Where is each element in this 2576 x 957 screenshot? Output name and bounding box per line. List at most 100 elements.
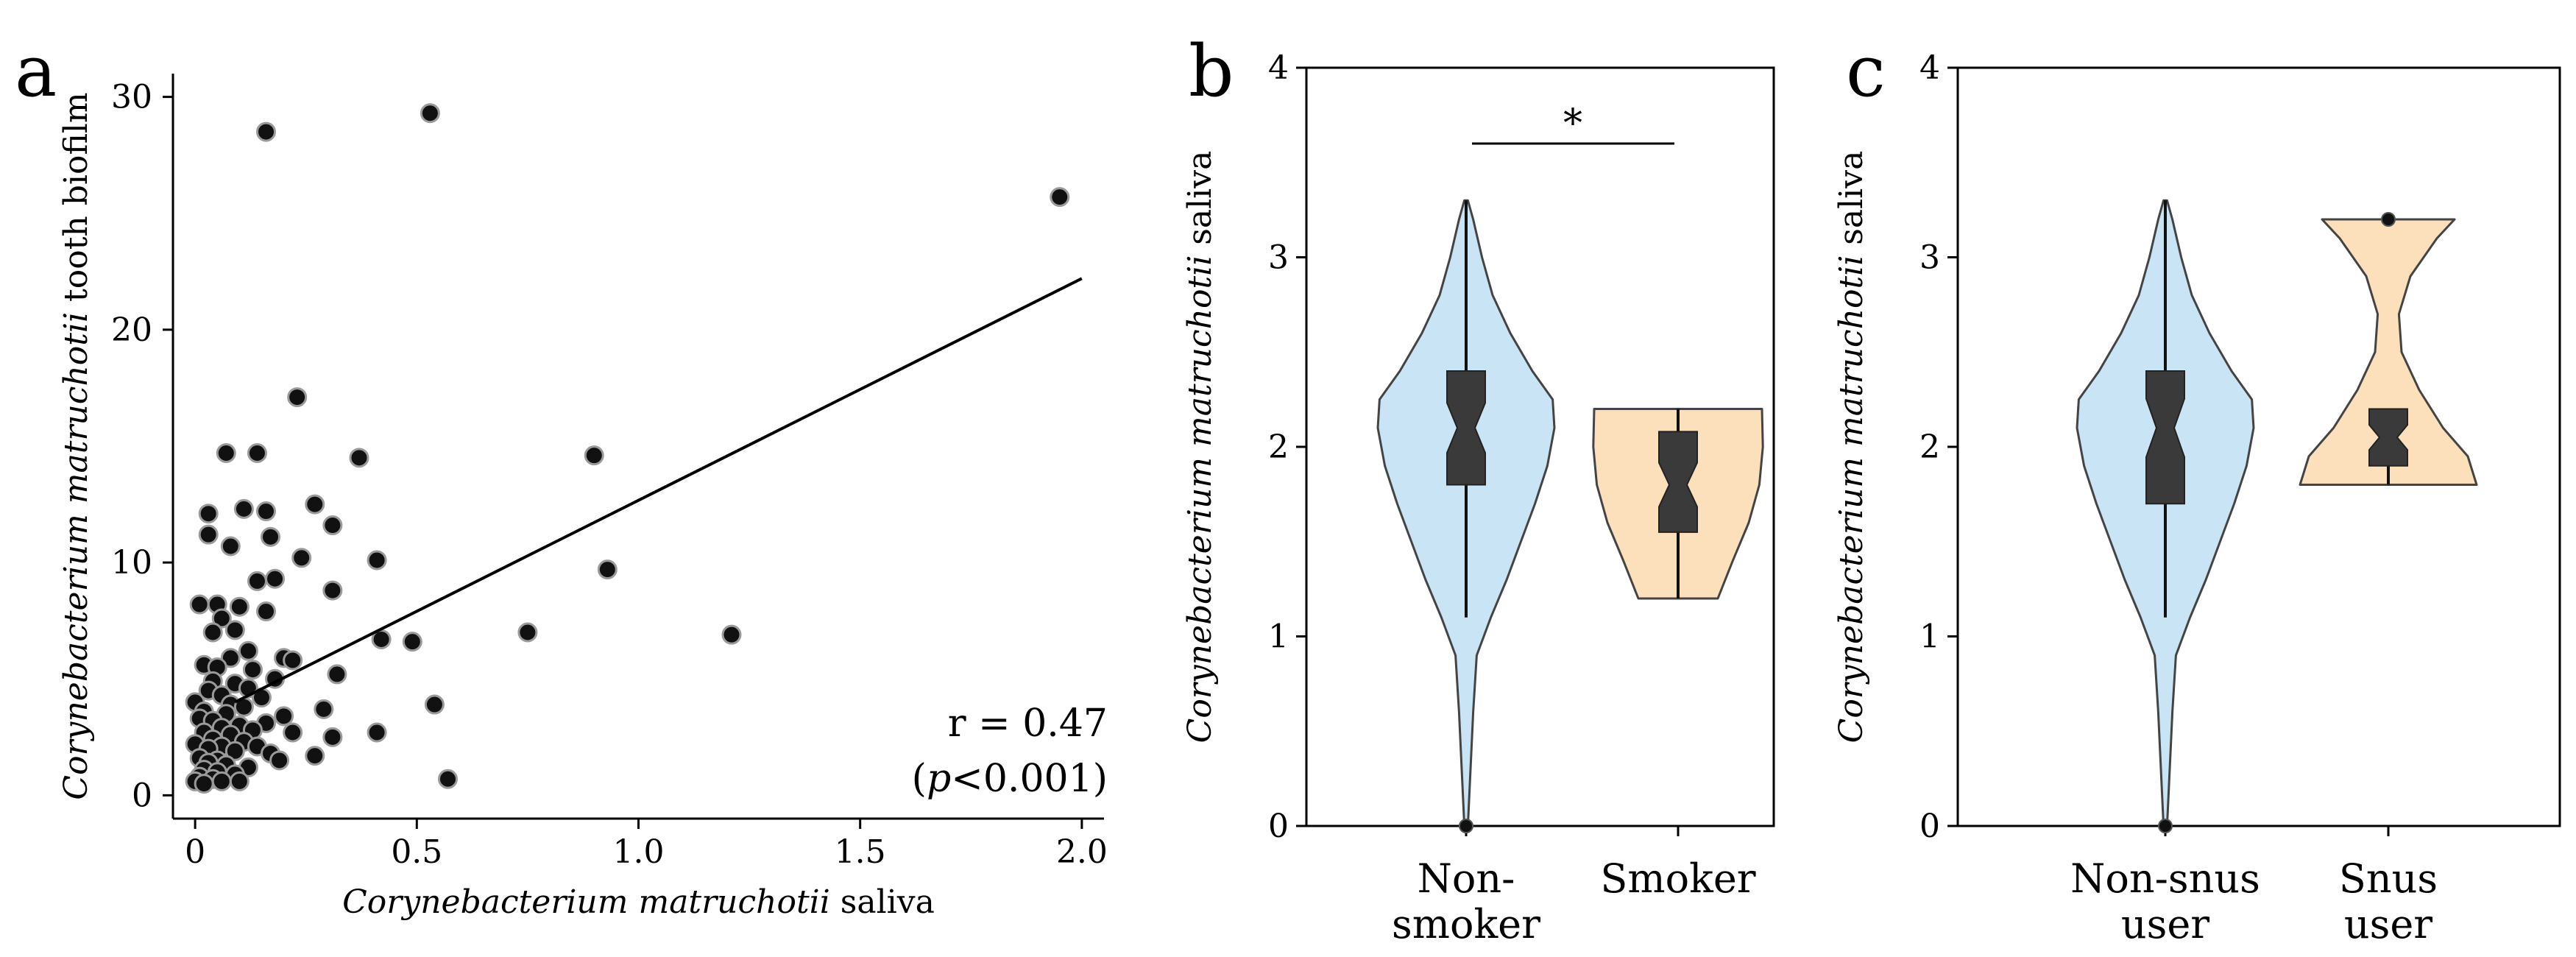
y-tick-label: 10 — [111, 544, 152, 582]
data-point — [402, 632, 422, 652]
y-tick-label: 3 — [1268, 239, 1289, 277]
data-point — [211, 771, 232, 791]
data-point — [283, 722, 303, 743]
y-axis-label: Corynebacterium matruchotii saliva — [1833, 151, 1870, 744]
y-tick-label: 4 — [1919, 49, 1940, 87]
x-tick-label: 0.5 — [391, 833, 442, 871]
data-point — [1050, 187, 1070, 208]
data-point — [224, 741, 245, 761]
data-point — [437, 769, 458, 789]
data-point — [349, 448, 369, 468]
x-tick-label: 2.0 — [1056, 833, 1108, 871]
data-point — [256, 601, 276, 622]
y-axis-label-italic: Corynebacterium matruchotii — [1181, 255, 1219, 744]
violin-body — [2299, 218, 2478, 486]
data-point — [256, 121, 276, 142]
data-point — [420, 103, 440, 124]
data-point — [283, 650, 303, 671]
y-tick-label: 0 — [1268, 808, 1289, 845]
y-tick-label: 1 — [1268, 618, 1289, 656]
panel-b-letter: b — [1189, 30, 1234, 113]
y-tick-label: 2 — [1268, 428, 1289, 466]
data-point — [287, 387, 308, 408]
category-label: user — [2121, 901, 2209, 947]
category-label: Smoker — [1600, 855, 1755, 902]
p-value-part: ( — [912, 757, 927, 801]
p-value-part: p — [927, 757, 951, 801]
x-tick-label: 0 — [185, 833, 205, 871]
data-point — [322, 727, 343, 747]
x-axis-label-italic: Corynebacterium matruchotii — [342, 883, 830, 921]
data-point — [233, 498, 254, 519]
data-point — [424, 694, 445, 715]
y-axis-label-rest: tooth biofilm — [57, 92, 95, 312]
y-axis-label-rest: saliva — [1181, 151, 1219, 255]
y-tick-label: 20 — [111, 311, 152, 349]
data-point — [198, 524, 219, 545]
data-point — [305, 746, 325, 766]
data-point — [265, 568, 286, 589]
correlation-label: r = 0.47 — [948, 702, 1108, 746]
data-point — [274, 706, 294, 727]
category-label: user — [2344, 901, 2432, 947]
p-value-label: (p<0.001) — [912, 757, 1108, 801]
y-tick-label: 0 — [1919, 808, 1940, 845]
data-point — [189, 594, 210, 615]
data-point — [202, 622, 223, 643]
data-point — [721, 624, 742, 645]
data-point — [247, 571, 267, 591]
y-tick-label: 2 — [1919, 428, 1940, 466]
data-point — [327, 664, 347, 685]
data-point — [597, 559, 618, 580]
y-axis-label: Corynebacterium matruchotii tooth biofil… — [57, 92, 95, 799]
data-point — [242, 660, 263, 680]
y-axis-label-italic: Corynebacterium matruchotii — [1833, 255, 1870, 744]
data-point — [367, 722, 387, 743]
y-tick-label: 4 — [1268, 49, 1289, 87]
category-label: smoker — [1392, 901, 1540, 947]
data-point — [291, 548, 312, 568]
category-label: Non-snus — [2070, 855, 2260, 902]
y-tick-label: 3 — [1919, 239, 1940, 277]
data-point — [198, 504, 219, 524]
x-tick-label: 1.0 — [613, 833, 665, 871]
data-point — [220, 648, 241, 668]
data-point — [261, 526, 281, 547]
category-label: Snus — [2339, 855, 2438, 902]
y-tick-label: 30 — [111, 79, 152, 116]
plot-frame — [1956, 66, 2561, 827]
outlier-point — [1459, 819, 1473, 833]
outlier-point — [2158, 819, 2173, 833]
data-point — [256, 501, 276, 522]
notched-box — [1446, 370, 1486, 486]
data-point — [322, 580, 343, 601]
trend-line — [234, 277, 1083, 704]
y-axis-label-italic: Corynebacterium matruchotii — [57, 312, 95, 800]
data-point — [517, 622, 538, 643]
data-point — [305, 494, 325, 515]
notched-box — [2368, 408, 2408, 467]
significance-star: * — [1563, 102, 1582, 146]
panel-a: a 0 10 20 30 0 0.5 1.0 1.5 2.0 r = 0.47 (p<0.001) C… — [15, 30, 1108, 921]
data-point — [211, 608, 232, 629]
data-point — [584, 445, 604, 466]
data-point — [314, 699, 334, 719]
panel-c: c 01234Non-snususerSnususerCorynebacteri… — [1833, 30, 2561, 947]
y-tick-label: 0 — [132, 777, 152, 814]
panel-a-letter: a — [15, 30, 57, 113]
category-label: Non- — [1418, 855, 1515, 902]
data-point — [322, 515, 343, 536]
panel-c-letter: c — [1846, 30, 1886, 113]
data-point — [269, 750, 290, 771]
data-point — [238, 640, 258, 661]
y-axis-label: Corynebacterium matruchotii saliva — [1181, 151, 1219, 744]
x-tick-label: 1.5 — [835, 833, 886, 871]
data-point — [220, 536, 241, 557]
data-point — [224, 620, 245, 640]
y-axis-label-rest: saliva — [1833, 151, 1870, 255]
data-point — [216, 442, 236, 463]
notched-box — [2145, 370, 2185, 505]
data-point — [247, 442, 267, 463]
x-axis-label-rest: saliva — [830, 883, 935, 921]
